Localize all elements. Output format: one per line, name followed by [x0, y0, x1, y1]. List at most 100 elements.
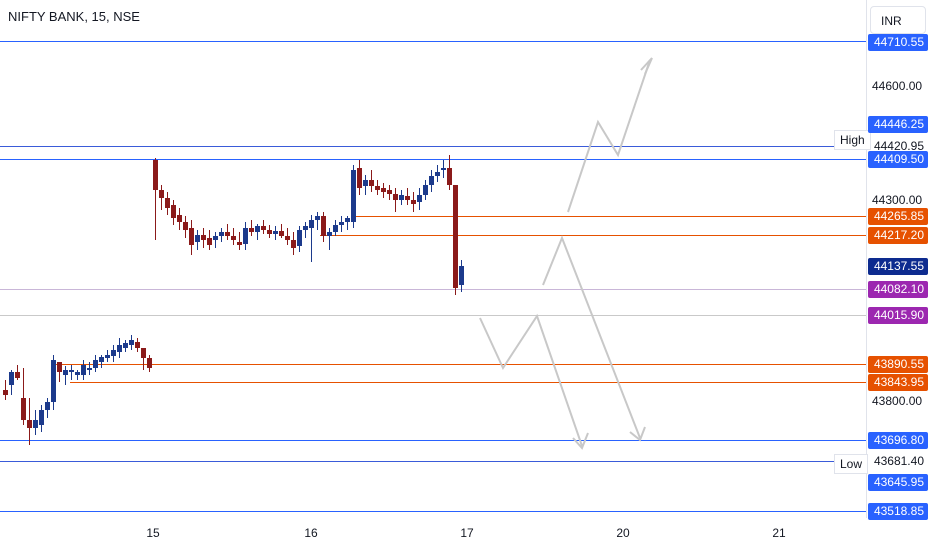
currency-button[interactable]: INR [870, 6, 926, 34]
candle-body [63, 370, 68, 375]
candle-body [405, 196, 410, 200]
symbol-title[interactable]: NIFTY BANK, 15, NSE [8, 9, 140, 24]
price-label-44710: 44710.55 [868, 34, 928, 51]
price-label-44420: 44420.95 [873, 139, 924, 153]
candle-body [345, 218, 350, 222]
chart-plot-area[interactable] [0, 0, 866, 518]
price-label-44446: 44446.25 [868, 116, 928, 133]
candle-body [267, 230, 272, 234]
price-tick-44600: 44600.00 [872, 79, 923, 93]
candle-body [117, 345, 122, 352]
candle-body [45, 402, 50, 410]
candle-body [225, 232, 230, 236]
candle-body [429, 176, 434, 185]
candle-body [33, 420, 38, 428]
candle-body [339, 222, 344, 225]
candle-body [159, 190, 164, 198]
candle-body [333, 225, 338, 232]
low-marker-label: Low [834, 454, 869, 474]
candle-body [435, 172, 440, 176]
price-label-44015: 44015.90 [868, 307, 928, 324]
price-label-43890: 43890.55 [868, 356, 928, 373]
candle-body [243, 228, 248, 244]
candle-body [213, 236, 218, 240]
candle-body [123, 343, 128, 348]
candle-body [273, 231, 278, 234]
candle-body [27, 420, 32, 428]
candle-body [423, 185, 428, 195]
time-label-21: 21 [772, 526, 786, 540]
candle-body [279, 231, 284, 236]
price-label-44265: 44265.85 [868, 208, 928, 225]
candle-body [249, 228, 254, 232]
candle-body [153, 160, 158, 190]
candle-body [39, 410, 44, 425]
candle-body [285, 236, 290, 240]
projection-down-path-1 [542, 235, 641, 439]
candle-body [51, 360, 56, 402]
candle-body [75, 372, 80, 375]
price-label-44082: 44082.10 [868, 281, 928, 298]
candle-body [21, 398, 26, 420]
candle-body [81, 365, 86, 375]
candle-body [297, 230, 302, 246]
candle-body [309, 220, 314, 228]
projection-up-arrowhead [640, 57, 653, 75]
projection-down-arrowhead-1 [629, 426, 646, 442]
price-tick-43800: 43800.00 [872, 394, 923, 408]
price-label-43518: 43518.85 [868, 503, 928, 520]
candle-body [141, 348, 146, 358]
candle-body [129, 340, 134, 345]
candle-body [303, 226, 308, 230]
candle-body [231, 236, 236, 240]
candle-body [9, 372, 14, 385]
candlestick-chart[interactable] [0, 0, 866, 518]
candle-body [381, 188, 386, 192]
candle-body [357, 168, 362, 188]
candle-body [399, 195, 404, 200]
projection-down-arrowhead-2 [572, 432, 589, 450]
candle-body [3, 390, 8, 395]
candle-body [315, 216, 320, 220]
candle-body [291, 240, 296, 248]
candle-body [447, 168, 452, 185]
candle-body [321, 216, 326, 236]
price-label-43645: 43645.95 [868, 474, 928, 491]
high-marker-label: High [834, 130, 871, 150]
candle-body [441, 168, 446, 170]
price-label-44217: 44217.20 [868, 227, 928, 244]
candle-body [135, 342, 140, 348]
candle-body [411, 200, 416, 204]
time-label-15: 15 [146, 526, 160, 540]
candle-body [237, 242, 242, 245]
candle-body [261, 226, 266, 230]
candle-body [363, 180, 368, 186]
candle-body [201, 235, 206, 240]
candle-body [375, 186, 380, 190]
candle-body [207, 238, 212, 245]
time-label-20: 20 [616, 526, 630, 540]
candle-body [147, 358, 152, 368]
candle-body [105, 355, 110, 358]
candle-body [93, 360, 98, 368]
price-label-43843: 43843.95 [868, 374, 928, 391]
price-label-43696: 43696.80 [868, 432, 928, 449]
candle-body [417, 195, 422, 202]
price-label-43681: 43681.40 [873, 454, 924, 468]
price-axis-divider [866, 0, 867, 518]
candle-body [183, 222, 188, 230]
candle-body [387, 190, 392, 194]
candle-body [459, 266, 464, 285]
candle-body [15, 372, 20, 378]
candle-body [177, 215, 182, 222]
projection-up-path [567, 59, 651, 213]
time-label-16: 16 [304, 526, 318, 540]
candle-body [255, 226, 260, 232]
candle-body [99, 357, 104, 362]
candle-body [453, 185, 458, 288]
candle-body [87, 368, 92, 370]
candle-body [57, 362, 62, 372]
candle-body [171, 205, 176, 218]
candle-body [369, 180, 374, 186]
candle-body [195, 235, 200, 242]
